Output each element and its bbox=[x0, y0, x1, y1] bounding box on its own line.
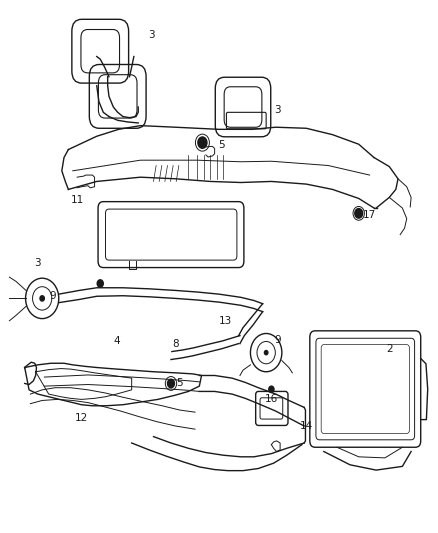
Circle shape bbox=[40, 296, 44, 301]
Text: 13: 13 bbox=[219, 316, 232, 326]
Text: 12: 12 bbox=[75, 413, 88, 423]
Text: 3: 3 bbox=[275, 104, 281, 115]
Text: 17: 17 bbox=[363, 210, 376, 220]
Text: 3: 3 bbox=[35, 258, 41, 268]
Text: 5: 5 bbox=[177, 378, 183, 389]
Text: 4: 4 bbox=[113, 336, 120, 346]
Text: 8: 8 bbox=[172, 338, 179, 349]
Circle shape bbox=[97, 280, 103, 287]
Text: 16: 16 bbox=[265, 394, 278, 405]
Circle shape bbox=[197, 136, 208, 149]
Text: 3: 3 bbox=[148, 30, 155, 41]
Text: 2: 2 bbox=[386, 344, 392, 354]
Circle shape bbox=[167, 379, 174, 387]
Circle shape bbox=[269, 386, 274, 392]
Circle shape bbox=[265, 351, 268, 355]
Text: 11: 11 bbox=[71, 195, 84, 205]
Text: 5: 5 bbox=[218, 140, 225, 150]
Text: 9: 9 bbox=[275, 335, 281, 345]
Circle shape bbox=[355, 208, 363, 218]
Text: 14: 14 bbox=[300, 421, 313, 431]
Text: 9: 9 bbox=[50, 290, 57, 301]
